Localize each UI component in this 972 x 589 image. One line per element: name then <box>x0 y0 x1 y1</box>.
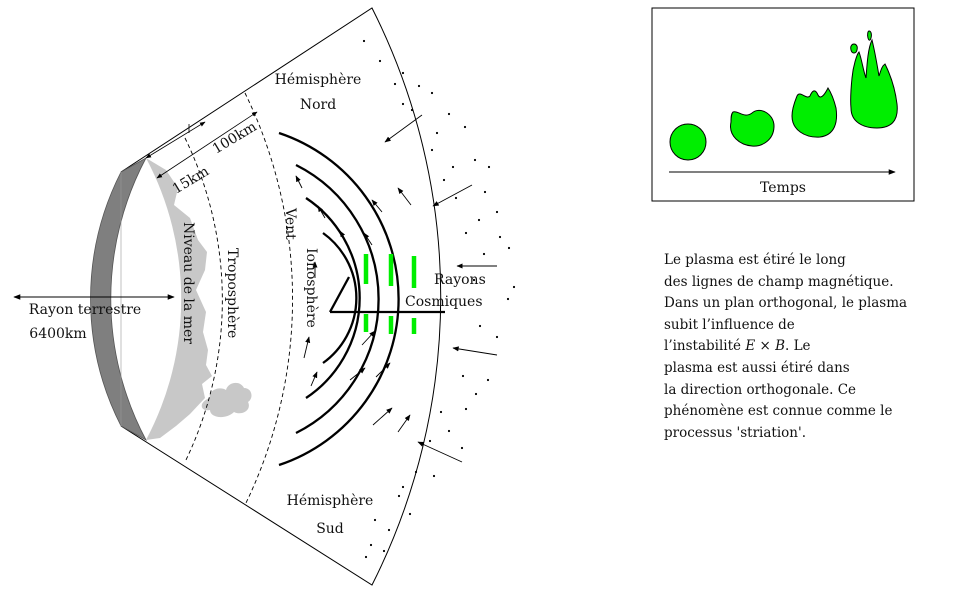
explanation-paragraph: Le plasma est étiré le long des lignes d… <box>664 250 969 444</box>
label-15km: 15km <box>170 163 212 197</box>
para-line: processus 'striation'. <box>664 424 806 441</box>
label-sea-level: Niveau de la mer <box>180 222 196 344</box>
label-radius-1: Rayon terrestre <box>29 302 141 318</box>
para-line: l’instabilité E × B. Le <box>664 336 969 358</box>
label-time: Temps <box>760 180 806 196</box>
label-radius-2: 6400km <box>29 326 86 342</box>
cloud-shape <box>201 382 252 418</box>
label-ionosphere: Ionosphère <box>303 248 319 328</box>
terrain <box>146 158 212 440</box>
plasma-evolution <box>669 30 898 161</box>
para-line: subit l’influence de <box>664 316 795 333</box>
para-line: des lignes de champ magnétique. <box>664 273 894 290</box>
label-rays-1: Rayons <box>434 272 486 288</box>
field-lines <box>278 131 400 467</box>
label-hemi-south-1: Hémisphère <box>287 493 374 509</box>
para-line: Le plasma est étiré le long <box>664 252 846 268</box>
label-wind: Vent <box>282 207 298 240</box>
ionosphere-boundary <box>244 92 293 506</box>
para-line: plasma est aussi étiré dans <box>664 359 850 376</box>
plasma-striations <box>363 254 417 334</box>
cosmic-particles <box>362 39 516 559</box>
label-hemi-north-2: Nord <box>300 97 336 113</box>
para-line: Dans un plan orthogonal, le plasma <box>664 295 908 312</box>
label-troposphere: Troposphère <box>224 248 240 338</box>
troposphere-boundary <box>184 137 223 463</box>
math-exb: E × B <box>745 338 785 355</box>
label-100km: 100km <box>210 119 260 158</box>
label-hemi-south-2: Sud <box>316 521 344 537</box>
para-line: phénomène est connue comme le <box>664 403 893 420</box>
para-text: l’instabilité <box>664 338 746 355</box>
para-line: la direction orthogonale. Ce <box>664 381 857 398</box>
label-hemi-north-1: Hémisphère <box>275 72 362 88</box>
para-text: . Le <box>785 338 811 355</box>
earth-crust <box>90 156 147 442</box>
label-rays-2: Cosmiques <box>405 294 483 310</box>
